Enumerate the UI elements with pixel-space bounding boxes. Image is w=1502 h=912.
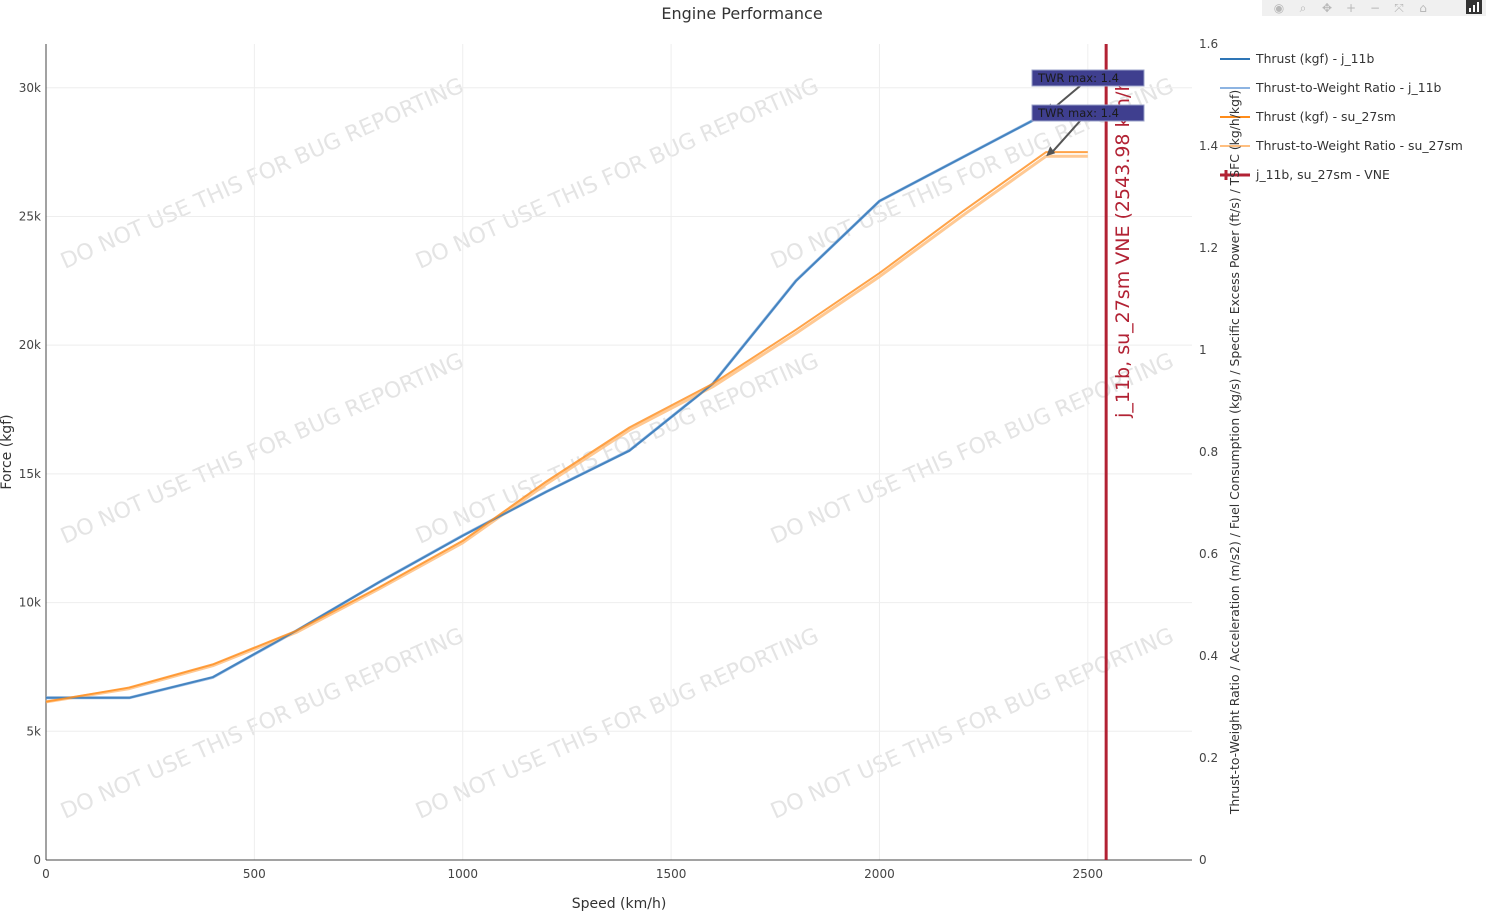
y-tick-label: 15k bbox=[19, 467, 41, 481]
axes-layer: 0 500 1000 1500 2000 2500 0 5k 10k 15k 20k 25k 30k 0 0… bbox=[19, 37, 1218, 881]
y-tick-label: 25k bbox=[19, 209, 41, 223]
x-tick-label: 1000 bbox=[447, 867, 478, 881]
watermark-text: DO NOT USE THIS FOR BUG REPORTING bbox=[412, 624, 823, 825]
legend-item-label[interactable]: Thrust (kgf) - j_11b bbox=[1255, 51, 1374, 66]
legend[interactable]: Thrust (kgf) - j_11b Thrust-to-Weight Rat… bbox=[1220, 51, 1463, 182]
y-tick-label: 0 bbox=[33, 853, 41, 867]
y-tick-label: 10k bbox=[19, 596, 41, 610]
legend-item-label[interactable]: Thrust (kgf) - su_27sm bbox=[1255, 109, 1396, 124]
watermark-text: DO NOT USE THIS FOR BUG REPORTING bbox=[57, 624, 468, 825]
y-axis-title: Force (kgf) bbox=[0, 414, 15, 489]
legend-item-label[interactable]: j_11b, su_27sm - VNE bbox=[1255, 167, 1390, 182]
pan-icon[interactable]: ✥ bbox=[1321, 1, 1333, 15]
chart-title: Engine Performance bbox=[661, 4, 822, 23]
x-tick-label: 2000 bbox=[864, 867, 895, 881]
y-tick-label: 5k bbox=[26, 724, 41, 738]
home-icon[interactable]: ⌂ bbox=[1419, 1, 1427, 15]
annotation-arrowhead bbox=[1046, 146, 1056, 157]
watermark-text: DO NOT USE THIS FOR BUG REPORTING bbox=[57, 349, 468, 550]
watermark-text: DO NOT USE THIS FOR BUG REPORTING bbox=[412, 74, 823, 275]
autoscale-icon[interactable]: ⤧ bbox=[1394, 1, 1404, 15]
annotation-box bbox=[1031, 104, 1145, 122]
legend-item-label[interactable]: Thrust-to-Weight Ratio - su_27sm bbox=[1255, 138, 1463, 153]
y2-tick-label: 0 bbox=[1199, 853, 1207, 867]
annotation-layer: TWR max: 1.4 TWR max: 1.4 bbox=[1031, 69, 1145, 157]
y-tick-label: 20k bbox=[19, 338, 41, 352]
y2-tick-label: 0.8 bbox=[1199, 445, 1218, 459]
y2-tick-label: 1.4 bbox=[1199, 139, 1218, 153]
camera-icon[interactable]: ◉ bbox=[1273, 1, 1285, 15]
x-tick-label: 0 bbox=[42, 867, 50, 881]
x-tick-label: 500 bbox=[243, 867, 266, 881]
y2-tick-label: 1 bbox=[1199, 343, 1207, 357]
annotation-box bbox=[1031, 69, 1145, 87]
vne-label: j_11b, su_27sm VNE (2543.98 km/h) bbox=[1112, 72, 1134, 419]
y2-tick-label: 0.2 bbox=[1199, 751, 1218, 765]
series-line bbox=[45, 151, 1088, 703]
series-line bbox=[46, 112, 1047, 699]
x-axis-title: Speed (km/h) bbox=[572, 896, 667, 912]
y2-tick-label: 0.6 bbox=[1199, 547, 1218, 561]
x-tick-label: 1500 bbox=[656, 867, 687, 881]
y2-axis-title: Thrust-to-Weight Ratio / Acceleration (m… bbox=[1227, 90, 1242, 815]
zoom-out-icon[interactable]: − bbox=[1369, 1, 1381, 15]
watermark-text: DO NOT USE THIS FOR BUG REPORTING bbox=[412, 349, 823, 550]
watermark-text: DO NOT USE THIS FOR BUG REPORTING bbox=[57, 74, 468, 275]
series-line bbox=[45, 154, 1088, 704]
annotation-arrow bbox=[1051, 120, 1081, 153]
zoom-icon[interactable]: ⌕ bbox=[1299, 1, 1307, 15]
plot-layer: j_11b, su_27sm VNE (2543.98 km/h) bbox=[45, 44, 1134, 860]
x-tick-label: 2500 bbox=[1073, 867, 1104, 881]
plotly-logo-icon[interactable] bbox=[1466, 0, 1482, 14]
zoom-in-icon[interactable]: + bbox=[1345, 1, 1357, 15]
y2-tick-label: 1.2 bbox=[1199, 241, 1218, 255]
annotation-text: TWR max: 1.4 bbox=[1037, 71, 1119, 85]
annotation-text: TWR max: 1.4 bbox=[1037, 106, 1119, 120]
legend-item-label[interactable]: Thrust-to-Weight Ratio - j_11b bbox=[1255, 80, 1441, 95]
grid-layer bbox=[46, 44, 1192, 860]
y2-tick-label: 1.6 bbox=[1199, 37, 1218, 51]
watermark-text: DO NOT USE THIS FOR BUG REPORTING bbox=[767, 624, 1178, 825]
modebar: ◉ ⌕ ✥ + − ⤧ ⌂ bbox=[1262, 0, 1486, 16]
y-tick-label: 30k bbox=[19, 81, 41, 95]
y2-tick-label: 0.4 bbox=[1199, 649, 1218, 663]
